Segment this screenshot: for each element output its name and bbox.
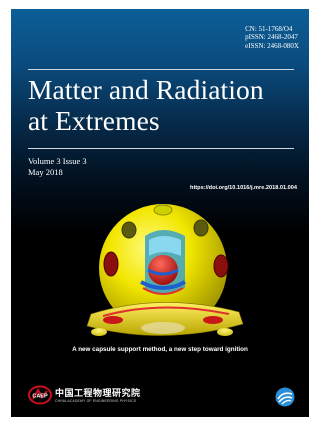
laser-hole-right <box>213 254 229 278</box>
caep-emblem-text: CAEP <box>32 394 48 400</box>
title-top-rule <box>28 69 294 70</box>
cover-illustration <box>86 204 244 336</box>
title-bottom-rule <box>28 148 294 149</box>
laser-hole-upper-left <box>121 221 137 239</box>
fuel-capsule <box>148 255 178 285</box>
issue-date: May 2018 <box>28 167 63 177</box>
journal-cover: CN: 51-1768/O4 pISSN: 2468-2047 eISSN: 2… <box>11 9 309 417</box>
caep-emblem-icon: CAEP <box>28 385 52 405</box>
caep-name-chinese: 中国工程物理研究院 <box>55 389 141 399</box>
caep-logo: CAEP 中国工程物理研究院 CHINA ACADEMY OF ENGINEER… <box>28 383 148 409</box>
laser-hole-top <box>153 204 173 216</box>
journal-title-line-1: Matter and Radiation <box>28 74 264 105</box>
laser-hole-upper-right <box>193 219 209 237</box>
cover-caption: A new capsule support method, a new step… <box>72 346 248 353</box>
laser-hole-left <box>103 251 119 277</box>
cn-number: CN: 51-1768/O4 <box>245 25 293 33</box>
journal-identifiers: CN: 51-1768/O4 pISSN: 2468-2047 eISSN: 2… <box>245 25 299 50</box>
volume-issue: Volume 3 Issue 3 <box>28 156 87 166</box>
doi-link[interactable]: https://doi.org/10.1016/j.mre.2018.01.00… <box>190 185 297 191</box>
issue-info: Volume 3 Issue 3 May 2018 <box>28 156 87 178</box>
caep-name-english: CHINA ACADEMY OF ENGINEERING PHYSICS <box>55 399 137 403</box>
electronic-issn: eISSN: 2468-080X <box>245 41 299 50</box>
journal-title-line-2: at Extremes <box>28 105 160 136</box>
print-issn: pISSN: 2468-2047 <box>245 33 298 42</box>
publisher-logo-icon <box>275 387 295 407</box>
journal-title: Matter and Radiation at Extremes <box>28 74 264 136</box>
